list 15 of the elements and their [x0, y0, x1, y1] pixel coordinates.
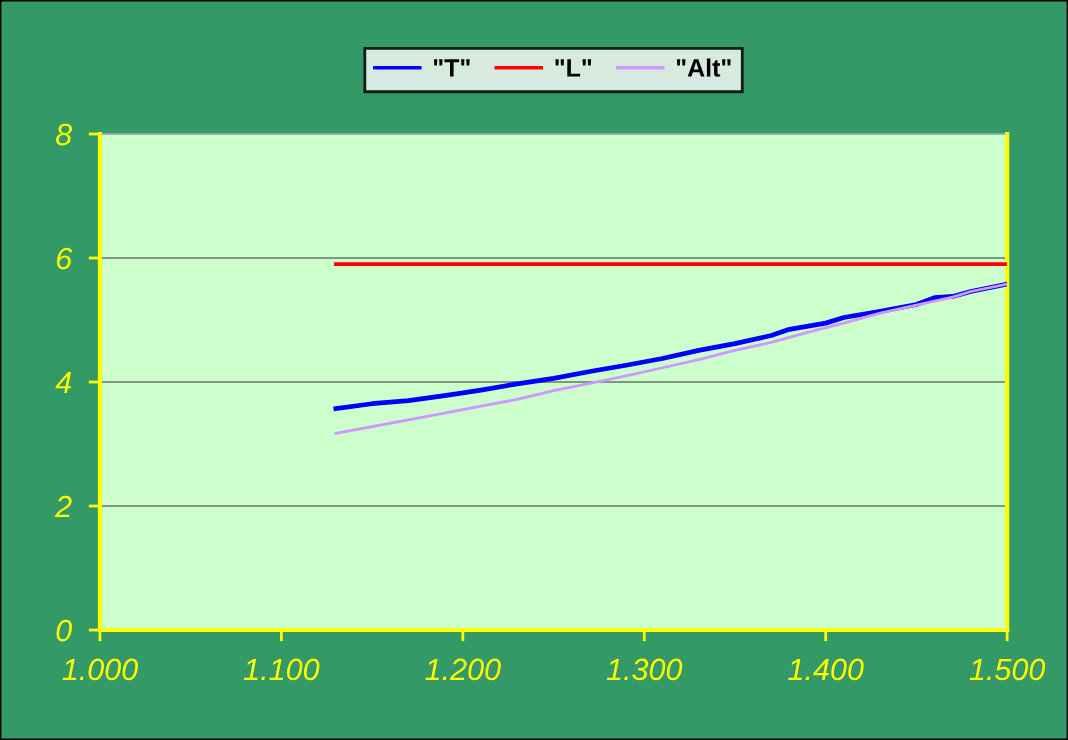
x-tick-label: 1.300	[606, 658, 683, 681]
legend-label: "L"	[555, 59, 592, 77]
y-tick-label: 2	[55, 495, 72, 518]
line-series	[334, 282, 1008, 435]
x-tick-label: 1.200	[425, 658, 501, 681]
legend-label: "T"	[433, 59, 470, 77]
x-tick-label: 1.000	[62, 658, 138, 681]
y-tick-label: 6	[56, 247, 73, 270]
x-tick-label: 1.400	[788, 658, 864, 681]
legend-label: "Alt"	[676, 58, 731, 77]
x-tick-label: 1.500	[969, 658, 1046, 681]
x-tick-label: 1.100	[243, 658, 320, 681]
y-tick-label: 4	[55, 372, 72, 394]
y-tick-label: 8	[56, 123, 73, 146]
y-tick-label: 0	[56, 619, 72, 642]
